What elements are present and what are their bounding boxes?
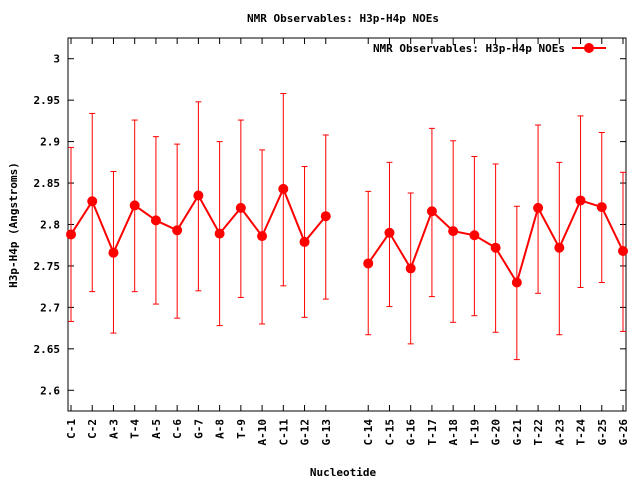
data-point [384, 227, 395, 238]
x-tick-label: C-11 [277, 419, 290, 446]
y-axis: 2.6 2.65 2.7 2.75 2.8 2.85 2.9 2.95 3 [34, 53, 626, 397]
x-tick-label: A-18 [447, 419, 460, 446]
x-tick-label: T-9 [235, 419, 248, 439]
y-tick-label: 2.65 [34, 343, 61, 356]
x-tick-label: G-25 [596, 419, 609, 446]
x-tick-label: G-13 [320, 419, 333, 446]
x-tick-label: G-20 [490, 419, 503, 446]
legend-label: NMR Observables: H3p-H4p NOEs [373, 42, 565, 55]
series-group [66, 93, 628, 361]
y-tick-label: 2.9 [40, 136, 60, 149]
data-point [426, 206, 437, 217]
data-point [490, 242, 501, 253]
data-point [575, 195, 586, 206]
data-point [533, 202, 544, 213]
x-tick-label: A-8 [214, 419, 227, 439]
x-axis-label: Nucleotide [310, 466, 377, 479]
y-axis-label: H3p-H4p (Angstroms) [7, 162, 20, 288]
x-tick-label: T-19 [468, 419, 481, 446]
data-point [257, 231, 268, 242]
data-point [554, 242, 565, 253]
x-tick-label: A-10 [256, 419, 269, 446]
y-tick-label: 2.6 [40, 384, 60, 397]
y-tick-label: 2.95 [34, 94, 61, 107]
data-point [172, 225, 183, 236]
x-tick-label: C-6 [171, 419, 184, 439]
y-tick-label: 2.75 [34, 260, 61, 273]
data-point [108, 247, 119, 258]
x-tick-label: T-4 [129, 419, 142, 439]
data-point [469, 230, 480, 241]
data-point [214, 228, 225, 239]
x-tick-label: T-17 [426, 419, 439, 446]
legend: NMR Observables: H3p-H4p NOEs [373, 42, 606, 55]
x-tick-label: C-1 [65, 419, 78, 439]
x-tick-label: G-16 [405, 419, 418, 446]
x-tick-label: C-14 [362, 419, 375, 446]
data-point [193, 190, 204, 201]
legend-marker [584, 43, 594, 53]
x-tick-label: G-21 [511, 419, 524, 446]
x-tick-label: G-12 [299, 419, 312, 446]
data-point [235, 202, 246, 213]
data-point [596, 202, 607, 213]
y-tick-label: 2.7 [40, 301, 60, 314]
data-point [66, 229, 76, 240]
x-tick-label: C-2 [86, 419, 99, 439]
data-point [320, 211, 331, 222]
data-point [129, 200, 140, 211]
x-tick-label: A-3 [107, 419, 120, 439]
x-tick-label: A-5 [150, 419, 163, 439]
data-point [87, 196, 98, 207]
data-point [278, 183, 289, 194]
y-tick-label: 2.85 [34, 177, 61, 190]
y-tick-label: 3 [53, 53, 60, 66]
x-tick-label: T-24 [575, 419, 588, 446]
plot-frame [67, 37, 627, 412]
data-point [299, 236, 310, 247]
data-point [150, 215, 161, 226]
y-tick-label: 2.8 [40, 219, 60, 232]
chart-title: NMR Observables: H3p-H4p NOEs [247, 12, 439, 25]
data-point [405, 263, 416, 274]
x-tick-label: G-7 [192, 419, 205, 439]
x-tick-label: C-15 [383, 419, 396, 446]
data-point [618, 246, 628, 257]
data-point [448, 226, 459, 237]
data-point [511, 277, 522, 288]
x-axis: C-1 C-2 A-3 T-4 A-5 C-6 G-7 A-8 T-9 A-10 C-11 G-12 G… [65, 38, 630, 446]
x-tick-label: G-26 [617, 419, 630, 446]
data-point [363, 258, 374, 269]
x-tick-label: T-22 [532, 419, 545, 446]
x-tick-label: A-23 [553, 419, 566, 446]
